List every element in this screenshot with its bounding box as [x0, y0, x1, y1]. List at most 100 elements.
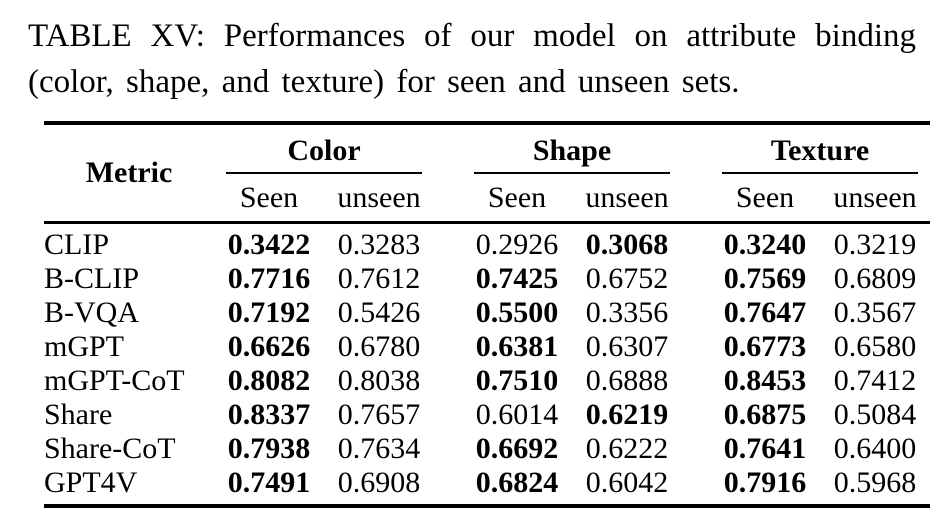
- group-header-shape: Shape: [462, 123, 682, 174]
- value-cell: 0.6752: [585, 262, 669, 295]
- column-gap: [434, 296, 462, 330]
- subheader-texture-unseen: unseen: [820, 174, 930, 224]
- table-row: mGPT-CoT 0.8082 0.8038 0.7510 0.6888 0.8453 0.…: [44, 364, 930, 398]
- table-header: Metric Color Shape Texture Seen unseen S…: [44, 123, 930, 224]
- column-gap: [434, 398, 462, 432]
- group-header-color: Color: [214, 123, 434, 174]
- value-cell: 0.6773: [723, 330, 807, 363]
- value-cell: 0.3283: [337, 228, 421, 261]
- value-cell: 0.7412: [833, 364, 917, 397]
- column-gap: [682, 364, 710, 398]
- group-header-texture-label: Texture: [722, 132, 918, 174]
- group-header-color-label: Color: [226, 132, 422, 174]
- value-cell: 0.7192: [227, 296, 311, 329]
- table-row: B-CLIP 0.7716 0.7612 0.7425 0.6752 0.7569 0.68…: [44, 262, 930, 296]
- metric-cell: mGPT-CoT: [44, 364, 185, 397]
- value-cell: 0.6580: [833, 330, 917, 363]
- value-cell: 0.8082: [227, 364, 311, 397]
- value-cell: 0.7916: [723, 466, 807, 499]
- column-gap: [682, 466, 710, 506]
- group-header-shape-label: Shape: [474, 132, 670, 174]
- metric-column-header: Metric: [44, 123, 214, 224]
- value-cell: 0.5500: [475, 296, 559, 329]
- table-row: Share-CoT 0.7938 0.7634 0.6692 0.6222 0.7641 0…: [44, 432, 930, 466]
- value-cell: 0.5968: [833, 466, 917, 499]
- value-cell: 0.3422: [227, 228, 311, 261]
- subheader-row: Seen unseen Seen unseen Seen unseen: [44, 174, 930, 224]
- metric-cell: Share: [44, 398, 113, 431]
- column-gap: [434, 330, 462, 364]
- value-cell: 0.6381: [475, 330, 559, 363]
- group-header-row: Metric Color Shape Texture: [44, 123, 930, 224]
- value-cell: 0.6042: [585, 466, 669, 499]
- subheader-color-seen: Seen: [214, 174, 324, 224]
- table-row: GPT4V 0.7491 0.6908 0.6824 0.6042 0.7916 0.596…: [44, 466, 930, 506]
- value-cell: 0.8038: [337, 364, 421, 397]
- column-gap: [682, 330, 710, 364]
- subheader-shape-seen: Seen: [462, 174, 572, 224]
- column-gap: [434, 364, 462, 398]
- subheader-shape-unseen: unseen: [572, 174, 682, 224]
- column-gap: [434, 432, 462, 466]
- value-cell: 0.6219: [585, 398, 669, 431]
- table-body: CLIP 0.3422 0.3283 0.2926 0.3068 0.3240 0.3219…: [44, 223, 930, 507]
- group-header-texture: Texture: [710, 123, 930, 174]
- value-cell: 0.5084: [833, 398, 917, 431]
- value-cell: 0.6626: [227, 330, 311, 363]
- caption-line-1: TABLE XV: Performances of our model on a…: [28, 18, 916, 54]
- metric-cell: Share-CoT: [44, 432, 176, 465]
- column-gap: [682, 262, 710, 296]
- value-cell: 0.6780: [337, 330, 421, 363]
- column-gap: [434, 123, 462, 224]
- column-gap: [682, 432, 710, 466]
- value-cell: 0.7612: [337, 262, 421, 295]
- value-cell: 0.6809: [833, 262, 917, 295]
- value-cell: 0.6692: [475, 432, 559, 465]
- value-cell: 0.8337: [227, 398, 311, 431]
- results-table: Metric Color Shape Texture Seen unseen S…: [44, 121, 930, 508]
- value-cell: 0.6014: [475, 398, 559, 431]
- value-cell: 0.3219: [833, 228, 917, 261]
- value-cell: 0.2926: [475, 228, 559, 261]
- value-cell: 0.6222: [585, 432, 669, 465]
- value-cell: 0.6908: [337, 466, 421, 499]
- value-cell: 0.7510: [475, 364, 559, 397]
- table-row: mGPT 0.6626 0.6780 0.6381 0.6307 0.6773 0.6580: [44, 330, 930, 364]
- value-cell: 0.6875: [723, 398, 807, 431]
- value-cell: 0.8453: [723, 364, 807, 397]
- column-gap: [434, 262, 462, 296]
- value-cell: 0.7657: [337, 398, 421, 431]
- value-cell: 0.3240: [723, 228, 807, 261]
- value-cell: 0.7634: [337, 432, 421, 465]
- metric-cell: mGPT: [44, 330, 125, 363]
- value-cell: 0.3068: [585, 228, 669, 261]
- value-cell: 0.7641: [723, 432, 807, 465]
- metric-cell: B-CLIP: [44, 262, 140, 295]
- value-cell: 0.6888: [585, 364, 669, 397]
- metric-cell: B-VQA: [44, 296, 139, 329]
- column-gap: [682, 123, 710, 224]
- table-row: B-VQA 0.7192 0.5426 0.5500 0.3356 0.7647 0.356…: [44, 296, 930, 330]
- metric-cell: CLIP: [44, 228, 110, 261]
- table-row: CLIP 0.3422 0.3283 0.2926 0.3068 0.3240 0.3219: [44, 223, 930, 263]
- subheader-color-unseen: unseen: [324, 174, 434, 224]
- value-cell: 0.7647: [723, 296, 807, 329]
- value-cell: 0.7491: [227, 466, 311, 499]
- table-row: Share 0.8337 0.7657 0.6014 0.6219 0.6875 0.508…: [44, 398, 930, 432]
- column-gap: [682, 296, 710, 330]
- value-cell: 0.7569: [723, 262, 807, 295]
- value-cell: 0.6307: [585, 330, 669, 363]
- value-cell: 0.5426: [337, 296, 421, 329]
- caption-line-2: (color, shape, and texture) for seen and…: [28, 64, 740, 100]
- value-cell: 0.3567: [833, 296, 917, 329]
- paper-page: TABLE XV: Performances of our model on a…: [0, 13, 946, 517]
- column-gap: [434, 466, 462, 506]
- value-cell: 0.7938: [227, 432, 311, 465]
- value-cell: 0.6824: [475, 466, 559, 499]
- value-cell: 0.6400: [833, 432, 917, 465]
- metric-cell: GPT4V: [44, 466, 138, 499]
- column-gap: [682, 398, 710, 432]
- column-gap: [682, 223, 710, 263]
- table-caption: TABLE XV: Performances of our model on a…: [28, 13, 916, 105]
- value-cell: 0.7425: [475, 262, 559, 295]
